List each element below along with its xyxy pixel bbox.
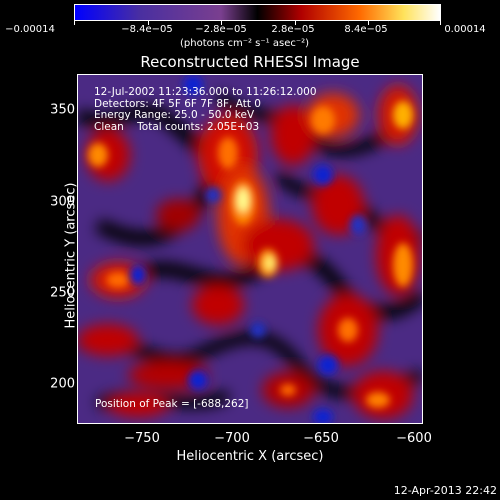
timestamp: 12-Apr-2013 22:42	[393, 484, 497, 497]
colorbar-tick-label: 2.8e−05	[271, 24, 315, 35]
y-tick-label: 250	[50, 285, 75, 301]
colorbar-tick-label: −8.4e−05	[121, 24, 173, 35]
peak-position: Position of Peak = [-688,262]	[95, 398, 249, 410]
x-axis-label: Heliocentric X (arcsec)	[176, 449, 324, 464]
x-tick-label: −700	[214, 431, 250, 446]
y-axis-label: Heliocentric Y (arcsec)	[63, 182, 79, 329]
colorbar-tick	[221, 20, 222, 25]
image-title: Reconstructed RHESSI Image	[140, 53, 360, 71]
colorbar-tick	[440, 20, 441, 25]
time-range: 12-Jul-2002 11:23:36.000 to 11:26:12.000	[94, 86, 317, 98]
colorbar	[74, 4, 441, 21]
image-plot	[77, 74, 423, 424]
energy-range: Energy Range: 25.0 - 50.0 keV	[94, 109, 255, 121]
colorbar-gradient	[75, 5, 440, 20]
observation-info: 12-Jul-2002 11:23:36.000 to 11:26:12.000…	[94, 86, 317, 133]
x-tick-label: −650	[303, 431, 339, 446]
detectors: Detectors: 4F 5F 6F 7F 8F, Att 0	[94, 97, 261, 110]
colorbar-units: (photons cm⁻² s⁻¹ asec⁻²)	[180, 38, 310, 49]
colorbar-tick-label: −0.00014	[5, 24, 55, 35]
colorbar-tick	[148, 20, 149, 25]
colorbar-tick	[74, 20, 75, 25]
y-tick-label: 300	[50, 194, 75, 210]
intensity-map	[78, 75, 422, 423]
total-counts: Clean Total counts: 2.05E+03	[94, 120, 260, 133]
y-tick-label: 350	[50, 102, 75, 118]
colorbar-tick-label: 0.00014	[444, 24, 486, 35]
colorbar-tick-label: −2.8e−05	[195, 24, 247, 35]
colorbar-tick	[368, 20, 369, 25]
colorbar-tick	[295, 20, 296, 25]
colorbar-tick-label: 8.4e−05	[344, 24, 388, 35]
x-tick-label: −600	[396, 431, 432, 446]
y-tick-label: 200	[50, 376, 75, 392]
x-tick-label: −750	[124, 431, 160, 446]
